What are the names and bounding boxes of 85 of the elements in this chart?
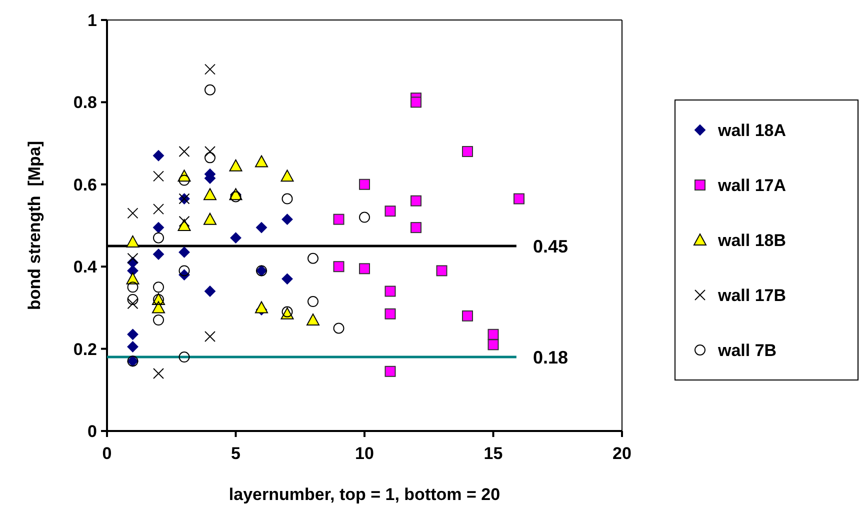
- point: [204, 286, 216, 297]
- point: [359, 212, 370, 223]
- point: [153, 248, 164, 260]
- point: [127, 341, 138, 352]
- point: [153, 222, 164, 234]
- point: [229, 159, 242, 172]
- point: [178, 216, 190, 227]
- point: [127, 208, 138, 219]
- point: [436, 265, 448, 276]
- point: [204, 84, 216, 96]
- point: [359, 178, 370, 190]
- point: [127, 282, 138, 293]
- point: [333, 261, 344, 272]
- x-tick-label: 0: [102, 444, 112, 463]
- point: [153, 150, 164, 162]
- point: [204, 188, 216, 200]
- point: [153, 232, 164, 244]
- point: [153, 282, 164, 293]
- point: [255, 301, 268, 314]
- point: [384, 308, 396, 320]
- point: [204, 152, 216, 164]
- legend-label: wall 18B: [717, 230, 786, 250]
- point: [410, 195, 422, 206]
- x-axis-title: layernumber, top = 1, bottom = 20: [228, 485, 500, 504]
- legend-label: wall 18A: [717, 120, 786, 140]
- point: [178, 352, 190, 363]
- point: [230, 232, 242, 244]
- point: [488, 339, 499, 350]
- point: [282, 273, 293, 284]
- point: [255, 155, 268, 168]
- y-tick-label: 0.4: [73, 258, 98, 277]
- y-axis-title: bond strength [Mpa]: [25, 140, 44, 310]
- y-tick-label: 0.2: [73, 340, 97, 359]
- point: [359, 263, 370, 274]
- point: [178, 146, 190, 158]
- x-tick-label: 5: [231, 444, 240, 463]
- point: [282, 193, 293, 204]
- point: [333, 322, 344, 334]
- point: [153, 204, 164, 215]
- point: [127, 294, 138, 305]
- point: [127, 252, 138, 264]
- point: [204, 212, 216, 225]
- point: [384, 286, 396, 297]
- point: [410, 222, 422, 234]
- x-tick-label: 15: [484, 444, 503, 463]
- point: [256, 222, 267, 234]
- point: [384, 206, 396, 217]
- point: [204, 146, 216, 158]
- point: [282, 214, 293, 225]
- y-tick-label: 0.6: [73, 175, 97, 194]
- point: [178, 174, 190, 186]
- ref-line-label: 0.45: [533, 236, 568, 256]
- point: [126, 235, 140, 248]
- point: [384, 366, 396, 377]
- point: [204, 64, 216, 75]
- point: [230, 191, 242, 202]
- point: [410, 96, 422, 108]
- point: [178, 246, 190, 258]
- legend-label: wall 17B: [717, 286, 786, 305]
- point: [153, 368, 164, 379]
- point: [127, 265, 138, 276]
- point: [204, 330, 216, 342]
- point: [462, 146, 473, 158]
- y-tick-label: 0.8: [73, 93, 97, 112]
- point: [333, 214, 344, 225]
- point: [308, 252, 318, 264]
- legend-label: wall 17A: [717, 176, 786, 195]
- point: [280, 170, 294, 182]
- point: [127, 328, 138, 340]
- point: [308, 296, 318, 308]
- point: [152, 301, 165, 314]
- x-tick-label: 10: [355, 444, 374, 463]
- legend-label: wall 7B: [717, 340, 777, 360]
- point: [127, 298, 138, 310]
- point: [153, 314, 164, 326]
- point: [514, 193, 524, 204]
- y-tick-label: 0: [88, 422, 97, 441]
- point: [462, 310, 473, 322]
- point: [153, 170, 164, 182]
- point: [488, 328, 499, 340]
- point: [178, 265, 190, 276]
- ref-line-label: 0.18: [533, 347, 568, 368]
- point: [306, 314, 320, 326]
- x-tick-label: 20: [612, 444, 632, 463]
- y-tick-label: 1: [88, 10, 97, 30]
